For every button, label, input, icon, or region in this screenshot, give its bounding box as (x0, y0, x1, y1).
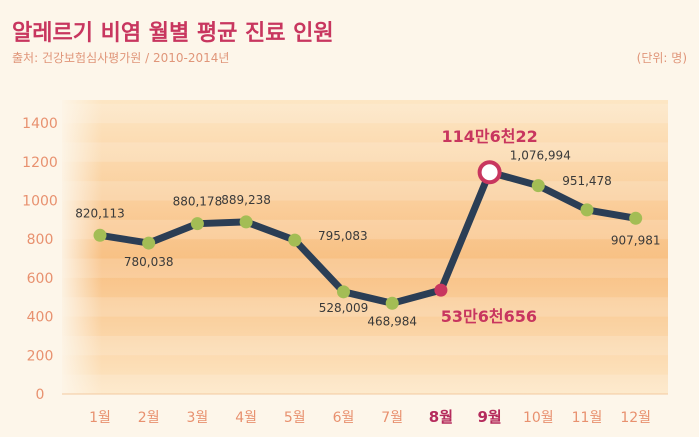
chart-source: 출처: 건강보험심사평가원 / 2010-2014년 (12, 51, 229, 65)
data-label: 880,178 (173, 195, 223, 209)
data-point-highlight (434, 283, 448, 297)
x-tick-label: 11월 (572, 410, 603, 426)
x-tick-label: 5월 (284, 410, 306, 426)
grid-band (62, 142, 668, 162)
data-label: 53만6천656 (441, 307, 537, 326)
data-point (629, 211, 643, 225)
data-label: 951,478 (562, 174, 612, 188)
x-tick-label: 8월 (429, 408, 453, 426)
data-label: 795,083 (318, 229, 368, 243)
y-tick-label: 1200 (22, 155, 58, 171)
data-label: 889,238 (221, 193, 271, 207)
x-tick-label: 2월 (138, 410, 160, 426)
x-tick-label: 10월 (523, 410, 554, 426)
x-tick-label: 1월 (89, 410, 111, 426)
data-label: 468,984 (367, 314, 417, 328)
data-point (531, 179, 545, 193)
x-tick-label: 6월 (333, 410, 355, 426)
plot-area (62, 100, 668, 394)
data-label: 114만6천22 (441, 127, 537, 146)
unit-label: (단위: 명) (637, 51, 687, 65)
data-label: 1,076,994 (510, 149, 571, 163)
x-tick-label: 9월 (477, 408, 501, 426)
y-tick-label: 1400 (22, 116, 58, 132)
data-point-max (477, 160, 502, 185)
data-label: 907,981 (611, 233, 661, 247)
data-markers (93, 160, 643, 310)
y-tick-label: 800 (27, 232, 54, 248)
y-tick-label: 600 (27, 271, 54, 287)
y-axis-ticks: 0 200 400 600 800 1000 1200 1400 (22, 116, 58, 403)
data-point (93, 228, 107, 242)
y-tick-label: 1000 (22, 194, 58, 210)
data-label: 780,038 (124, 255, 174, 269)
x-axis-ticks: 1월 2월 3월 4월 5월 6월 7월 8월 9월 10월 11월 12월 (89, 408, 651, 426)
chart-title: 알레르기 비염 월별 평균 진료 인원 (12, 21, 334, 46)
x-tick-label: 12월 (620, 410, 651, 426)
y-tick-label: 400 (27, 310, 54, 326)
x-tick-label: 7월 (381, 410, 403, 426)
grid-band (62, 181, 668, 201)
data-point (239, 215, 253, 229)
data-label: 820,113 (75, 206, 125, 220)
data-point (337, 285, 350, 299)
grid-band (62, 374, 668, 394)
y-tick-label: 200 (27, 348, 54, 364)
x-tick-label: 4월 (235, 410, 257, 426)
data-point (190, 217, 204, 231)
series-line (96, 168, 640, 307)
grid-band (62, 335, 668, 356)
y-tick-label: 0 (36, 387, 45, 403)
plot-fade (62, 100, 102, 394)
data-labels: 820,113 780,038 880,178 889,238 795,083 528,0… (75, 127, 660, 328)
grid-band (62, 103, 668, 124)
x-tick-label: 3월 (187, 410, 209, 426)
data-point (385, 296, 399, 310)
grid-band (62, 297, 668, 317)
data-label: 528,009 (319, 301, 369, 315)
data-point (580, 203, 594, 217)
data-point (288, 233, 302, 247)
grid-band (62, 258, 668, 278)
data-point (142, 236, 156, 250)
